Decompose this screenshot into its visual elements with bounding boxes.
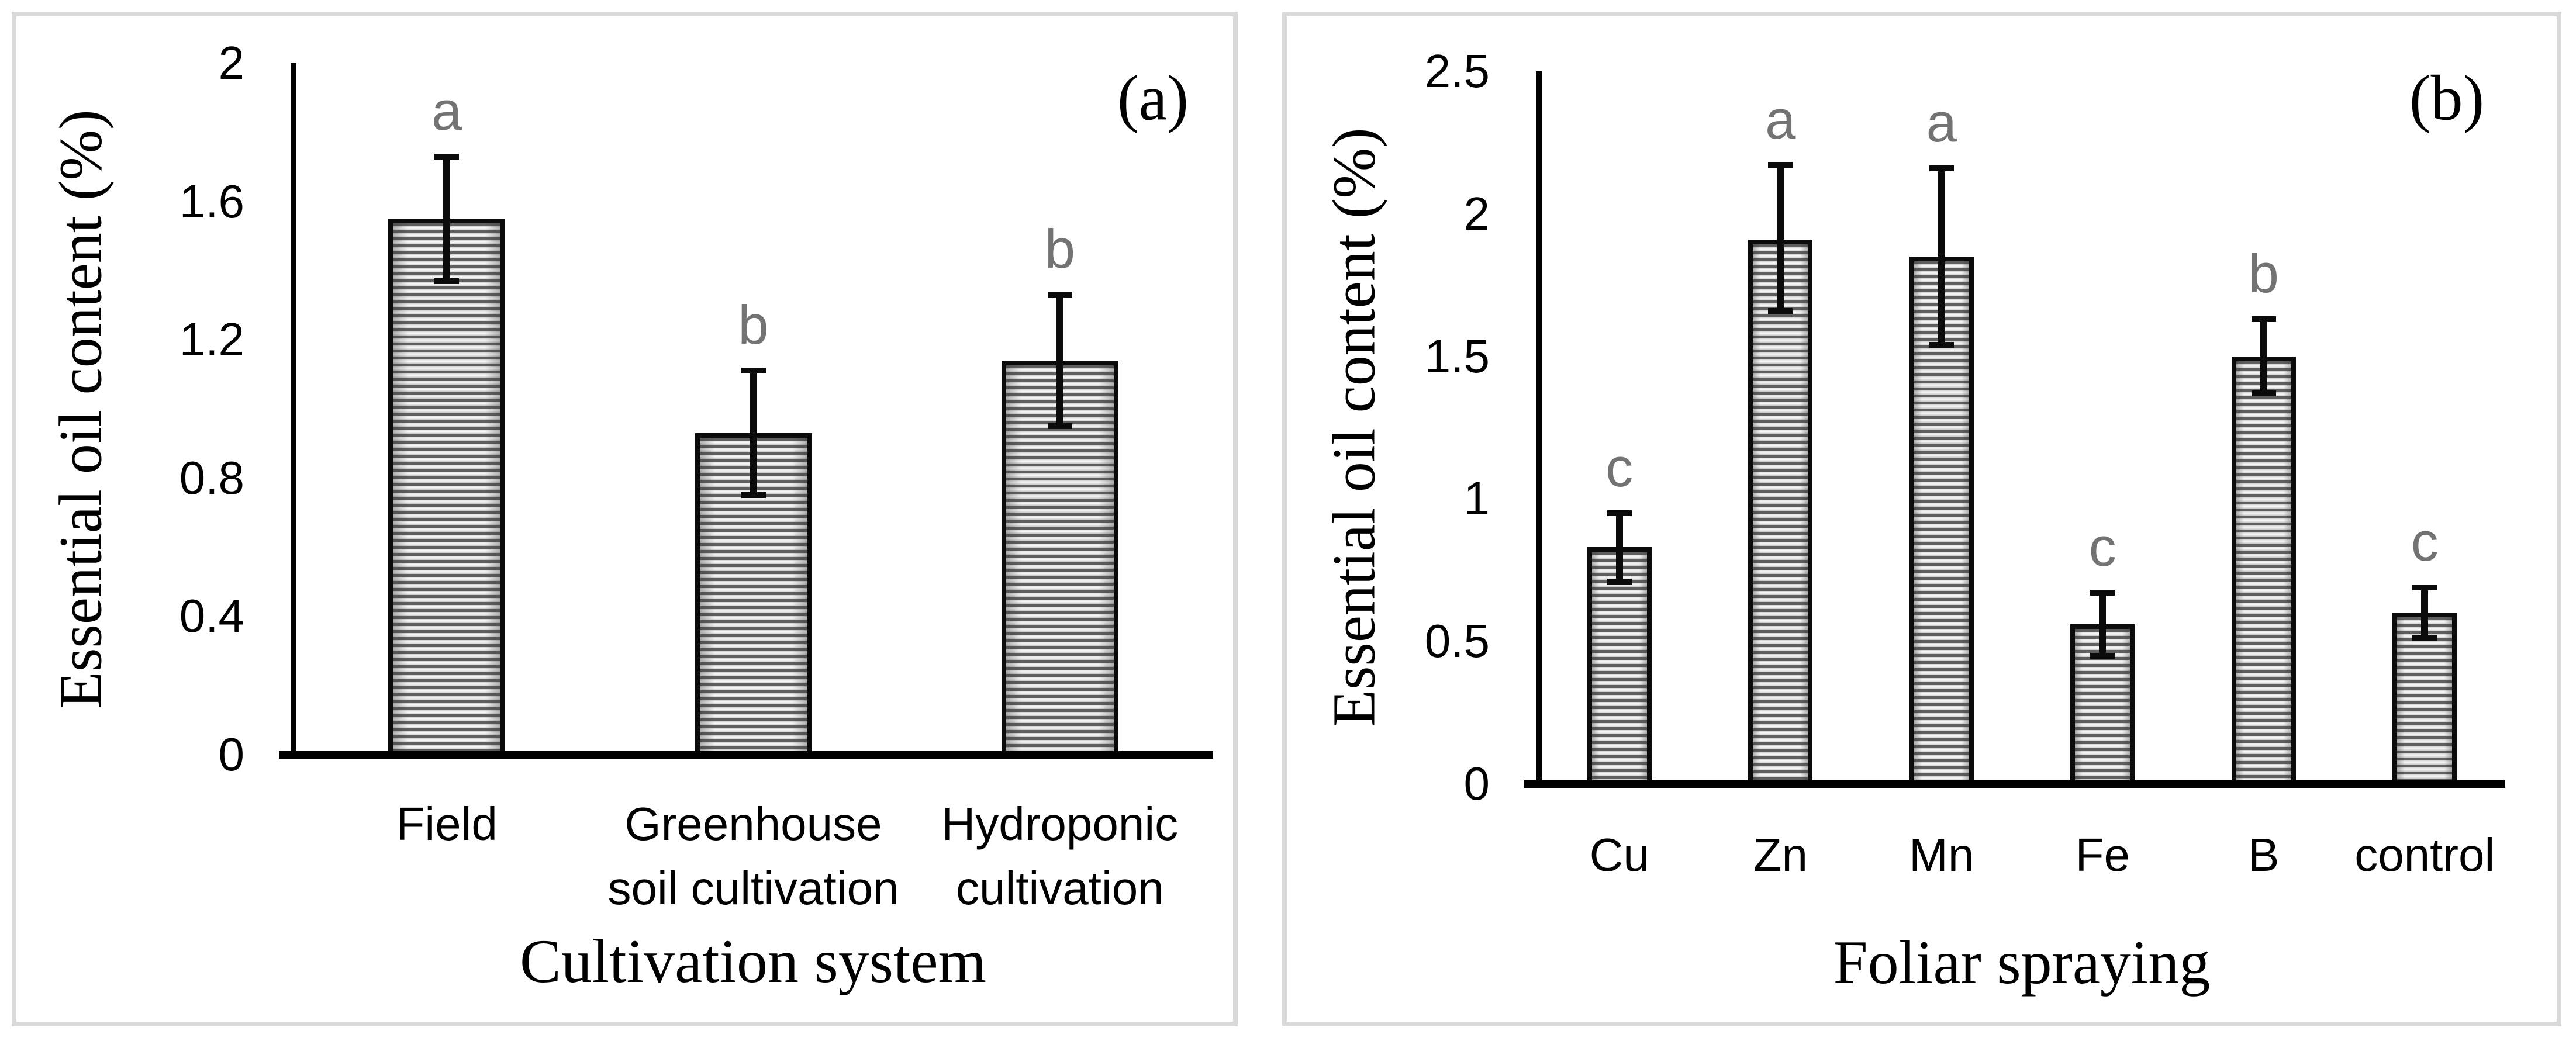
x-axis-line — [279, 751, 1213, 759]
bar — [388, 219, 506, 757]
bar — [1909, 256, 1974, 786]
x-axis-line — [1524, 780, 2505, 788]
y-tick-label: 2.5 — [1424, 45, 1490, 97]
significance-letter: a — [1926, 91, 1957, 153]
panel-b-x-axis-title: Foliar spraying — [1833, 928, 2211, 997]
significance-letter: b — [738, 294, 769, 356]
y-axis-line — [291, 63, 296, 758]
y-tick-label: 0 — [1463, 758, 1490, 810]
panel-a-x-axis-title: Cultivation system — [520, 927, 986, 995]
error-bar-top-cap — [2090, 590, 2115, 596]
y-tick-label: 2 — [218, 37, 245, 89]
error-bar-bottom-cap — [1607, 578, 1632, 585]
category-label: Cu — [1589, 829, 1649, 881]
y-tick-label: 1.2 — [179, 313, 244, 366]
error-bar — [443, 156, 451, 281]
error-bar-bottom-cap — [1768, 307, 1793, 314]
significance-letter: a — [431, 79, 462, 141]
panel-b-label: (b) — [2409, 62, 2485, 134]
significance-letter: a — [1765, 88, 1796, 150]
y-tick-label: 0 — [218, 728, 245, 780]
y-tick-label: 0.4 — [179, 590, 244, 642]
error-bar-bottom-cap — [2090, 652, 2115, 659]
error-bar-bottom-cap — [741, 492, 766, 499]
category-label: Zn — [1753, 829, 1808, 881]
error-bar-bottom-cap — [1047, 423, 1072, 430]
error-bar-bottom-cap — [2251, 390, 2276, 396]
error-bar-top-cap — [1929, 165, 1954, 171]
error-bar-bottom-cap — [434, 278, 460, 284]
y-tick-label: 1 — [1463, 472, 1490, 525]
error-bar — [2260, 319, 2267, 393]
significance-letter: c — [2088, 516, 2116, 578]
error-bar — [1615, 513, 1623, 582]
category-label: Greenhouse soil cultivation — [607, 798, 899, 914]
significance-letter: b — [1044, 218, 1075, 280]
error-bar-top-cap — [434, 153, 460, 160]
y-tick-label: 1.5 — [1424, 330, 1490, 382]
error-bar-bottom-cap — [1929, 342, 1954, 348]
error-bar-top-cap — [2251, 316, 2276, 323]
error-bar-bottom-cap — [2412, 635, 2437, 642]
error-bar-top-cap — [2412, 584, 2437, 590]
y-tick-label: 2 — [1463, 187, 1490, 240]
bar — [2231, 356, 2296, 786]
bar — [1748, 239, 1813, 786]
significance-letter: c — [1605, 436, 1634, 498]
error-bar — [1777, 165, 1784, 311]
error-bar-top-cap — [1768, 162, 1793, 168]
category-label: Fe — [2075, 829, 2130, 881]
y-axis-line — [1536, 71, 1542, 787]
category-label: Field — [396, 798, 498, 850]
error-bar-top-cap — [741, 368, 766, 374]
category-label: Hydroponic cultivation — [941, 798, 1179, 914]
error-bar — [750, 371, 757, 496]
y-tick-label: 0.5 — [1424, 615, 1490, 668]
error-bar — [1056, 295, 1063, 427]
error-bar — [2421, 587, 2429, 639]
category-label: Mn — [1909, 829, 1974, 881]
significance-letter: c — [2411, 510, 2439, 572]
error-bar-top-cap — [1607, 510, 1632, 516]
bar — [1587, 547, 1652, 786]
category-label: control — [2354, 829, 2495, 881]
y-tick-label: 1.6 — [179, 175, 244, 227]
y-tick-label: 0.8 — [179, 451, 244, 504]
significance-letter: b — [2248, 243, 2279, 305]
error-bar — [2099, 593, 2107, 656]
panel-a-label: (a) — [1117, 62, 1189, 134]
error-bar — [1938, 168, 1945, 345]
category-label: B — [2248, 829, 2280, 881]
error-bar-top-cap — [1047, 292, 1072, 298]
